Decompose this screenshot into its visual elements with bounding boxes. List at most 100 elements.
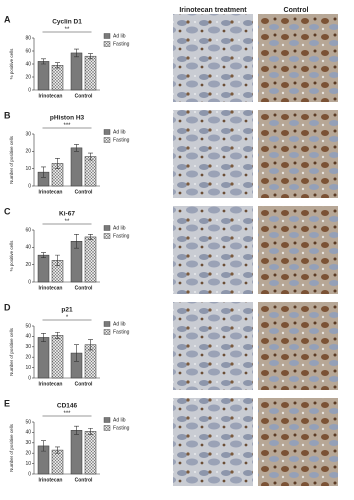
significance-label: **	[65, 219, 70, 225]
bar	[37, 254, 50, 283]
error-bar	[55, 157, 60, 169]
error-bar	[74, 234, 79, 249]
micrograph	[173, 14, 253, 102]
x-tick-label: Control	[75, 477, 93, 483]
significance-label: **	[65, 27, 70, 33]
y-tick-label: 0	[28, 183, 31, 189]
y-tick-label: 20	[25, 451, 31, 457]
bar	[51, 65, 64, 91]
y-axis-label: % positive cells	[9, 240, 14, 272]
error-bar	[55, 254, 60, 266]
significance-label: *	[66, 315, 69, 321]
x-tick-label: Irinotecan	[39, 381, 63, 387]
legend-label: Fasting	[113, 233, 130, 239]
legend-swatch	[103, 41, 111, 47]
bar	[37, 337, 50, 379]
micrograph	[173, 110, 253, 198]
legend-swatch	[103, 129, 111, 135]
panel-label: E	[4, 398, 10, 408]
error-bar	[41, 252, 46, 259]
x-tick-label: Control	[75, 93, 93, 99]
y-tick-label: 40	[25, 61, 31, 67]
chart-title: p21	[61, 307, 73, 314]
chart-title: pHiston H3	[50, 115, 85, 122]
chart-title: Cyclin D1	[52, 19, 82, 26]
error-bar	[74, 48, 79, 58]
error-bar	[88, 234, 93, 240]
y-tick-label: 40	[25, 430, 31, 436]
y-axis-label: Number of positive cells	[9, 327, 14, 376]
y-tick-label: 60	[25, 48, 31, 54]
micrograph	[173, 302, 253, 390]
y-tick-label: 20	[25, 262, 31, 268]
legend-label: Ad lib	[113, 417, 126, 423]
y-tick-label: 0	[28, 375, 31, 381]
legend-swatch	[103, 233, 111, 239]
y-tick-label: 40	[25, 245, 31, 251]
chart-title: CD146	[57, 403, 78, 410]
image-header: Control	[284, 7, 309, 14]
bar	[70, 147, 83, 187]
image-header: Irinotecan treatment	[179, 7, 247, 14]
legend-swatch	[103, 137, 111, 143]
x-tick-label: Irinotecan	[39, 189, 63, 195]
micrograph	[258, 206, 338, 294]
y-tick-label: 0	[28, 471, 31, 477]
micrograph	[173, 398, 253, 486]
bar	[37, 61, 50, 91]
bar	[84, 55, 97, 91]
bar	[84, 431, 97, 475]
legend-swatch	[103, 33, 111, 39]
micrograph	[258, 14, 338, 102]
panel-label: A	[4, 14, 11, 24]
y-tick-label: 30	[25, 344, 31, 350]
error-bar	[74, 144, 79, 152]
error-bar	[55, 331, 60, 339]
y-tick-label: 20	[25, 149, 31, 155]
error-bar	[74, 344, 79, 362]
legend-swatch	[103, 321, 111, 327]
legend-swatch	[103, 225, 111, 231]
bar	[70, 430, 83, 475]
error-bar	[88, 152, 93, 161]
legend-label: Ad lib	[113, 225, 126, 231]
x-tick-label: Irinotecan	[39, 93, 63, 99]
legend-label: Ad lib	[113, 33, 126, 39]
bar	[70, 52, 83, 91]
y-tick-label: 50	[25, 323, 31, 329]
micrograph	[258, 110, 338, 198]
error-bar	[88, 339, 93, 351]
error-bar	[55, 62, 60, 69]
y-tick-label: 20	[25, 355, 31, 361]
error-bar	[55, 446, 60, 454]
legend-swatch	[103, 425, 111, 431]
y-tick-label: 10	[25, 166, 31, 172]
bar	[84, 236, 97, 283]
x-tick-label: Irinotecan	[39, 285, 63, 291]
x-tick-label: Control	[75, 189, 93, 195]
y-axis-label: Number of positive cells	[9, 423, 14, 472]
panel-label: D	[4, 302, 11, 312]
bar	[84, 156, 97, 187]
legend-label: Ad lib	[113, 129, 126, 135]
error-bar	[88, 53, 93, 60]
error-bar	[41, 58, 46, 65]
legend-label: Fasting	[113, 41, 130, 47]
bar	[51, 449, 64, 475]
legend-label: Fasting	[113, 425, 130, 431]
error-bar	[41, 166, 46, 178]
y-tick-label: 30	[25, 440, 31, 446]
legend-label: Fasting	[113, 329, 130, 335]
y-tick-label: 50	[25, 419, 31, 425]
y-tick-label: 20	[25, 74, 31, 80]
panel-label: B	[4, 110, 11, 120]
x-tick-label: Irinotecan	[39, 477, 63, 483]
micrograph	[173, 206, 253, 294]
y-tick-label: 0	[28, 279, 31, 285]
y-tick-label: 10	[25, 461, 31, 467]
legend-label: Ad lib	[113, 321, 126, 327]
bar	[51, 335, 64, 379]
significance-label: ***	[63, 411, 71, 417]
y-tick-label: 80	[25, 35, 31, 41]
